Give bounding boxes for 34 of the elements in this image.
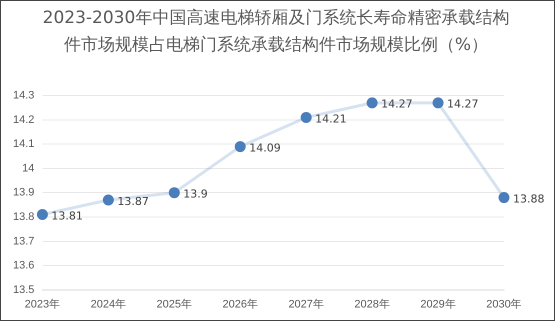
point [300,112,312,123]
x-tick-label: 2028年 [354,298,390,310]
point [366,97,378,108]
y-tick-label: 13.6 [12,260,34,272]
data-label: 14.27 [381,98,413,111]
data-label: 13.9 [183,188,208,201]
y-tick-label: 14.1 [12,138,34,150]
x-tick-label: 2027年 [288,298,324,310]
y-tick-label: 13.8 [12,211,34,224]
data-label: 14.27 [447,98,479,111]
data-label: 13.88 [513,192,544,206]
x-tick-label: 2023年 [24,298,60,310]
y-tick-label: 13.7 [12,235,34,248]
chart-title: 2023-2030年中国高速电梯轿厢及门系统长寿命精密承载结构件市场规模占电梯门系统承载结构件市场规模比例（%） [42,7,510,57]
data-label: 13.87 [117,194,149,208]
point [432,97,444,108]
x-tick-label: 2030年 [486,298,522,310]
x-tick-label: 2029年 [420,298,456,310]
data-label: 14.09 [249,141,281,154]
x-tick-label: 2025年 [156,298,192,310]
x-tick-label: 2024年 [90,298,126,310]
point [168,187,180,198]
y-tick-label: 14 [22,162,34,174]
y-tick-label: 14.3 [12,90,34,102]
point [36,209,48,220]
point [102,194,114,206]
data-label: 14.21 [315,112,347,126]
y-tick-label: 13.9 [12,186,34,199]
y-tick-label: 13.5 [12,284,34,296]
x-tick-label: 2026年 [222,298,258,310]
data-label: 13.81 [51,209,83,222]
point [498,192,510,204]
y-tick-label: 14.2 [12,114,34,126]
point [234,141,246,152]
